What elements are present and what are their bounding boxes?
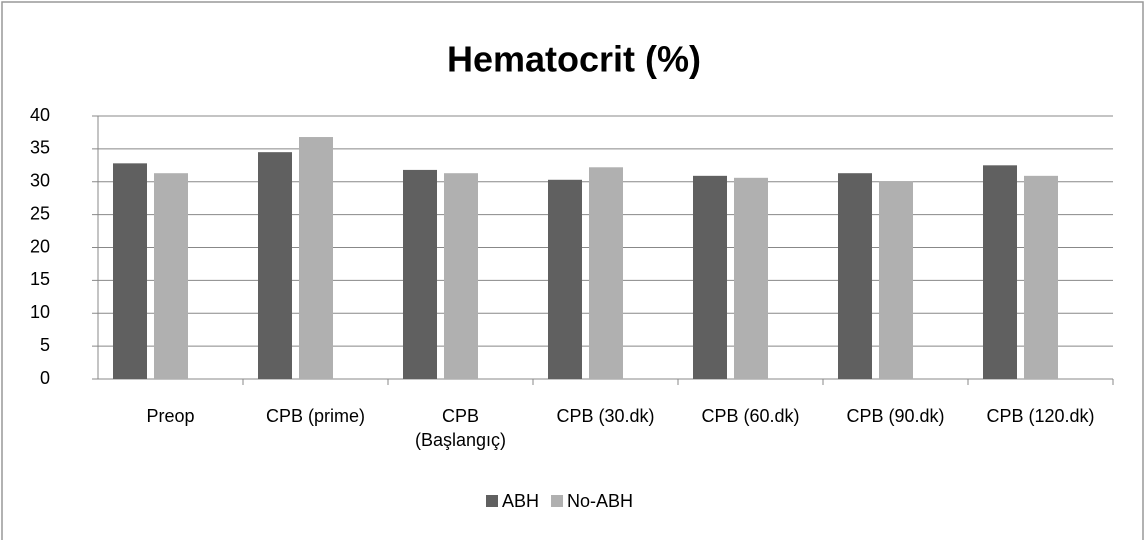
- chart-title: Hematocrit (%): [447, 39, 701, 80]
- bar: [113, 163, 147, 379]
- bar: [444, 173, 478, 379]
- x-tick-label: CPB (prime): [265, 406, 365, 426]
- y-tick-label: 5: [40, 335, 50, 355]
- bar: [693, 175, 727, 379]
- bar: [734, 177, 768, 379]
- legend-swatch: [486, 495, 498, 507]
- legend-label: No-ABH: [567, 491, 633, 511]
- y-tick-label: 0: [40, 368, 50, 388]
- bar: [589, 167, 623, 379]
- x-tick-label: CPB (30.dk): [556, 406, 655, 426]
- y-tick-label: 40: [30, 105, 50, 125]
- y-tick-label: 35: [30, 138, 50, 158]
- bar: [1024, 175, 1058, 379]
- bar: [983, 165, 1017, 379]
- y-tick-label: 20: [30, 236, 50, 256]
- bar: [838, 173, 872, 379]
- x-tick-label: Preop: [146, 406, 195, 426]
- bar: [299, 137, 333, 379]
- x-tick-label: CPB (90.dk): [846, 406, 945, 426]
- bar: [879, 181, 913, 379]
- bar: [258, 152, 292, 379]
- legend-label: ABH: [502, 491, 539, 511]
- bar: [403, 169, 437, 379]
- legend-swatch: [551, 495, 564, 507]
- y-tick-label: 30: [30, 171, 50, 191]
- y-tick-label: 10: [30, 302, 50, 322]
- y-tick-label: 25: [30, 203, 50, 223]
- x-tick-label: CPB (Başlangıç): [414, 406, 507, 450]
- y-tick-label: 15: [30, 269, 50, 289]
- x-tick-label: CPB (60.dk): [701, 406, 800, 426]
- x-tick-label: CPB (120.dk): [986, 406, 1095, 426]
- bar: [548, 179, 582, 379]
- bar: [154, 173, 188, 379]
